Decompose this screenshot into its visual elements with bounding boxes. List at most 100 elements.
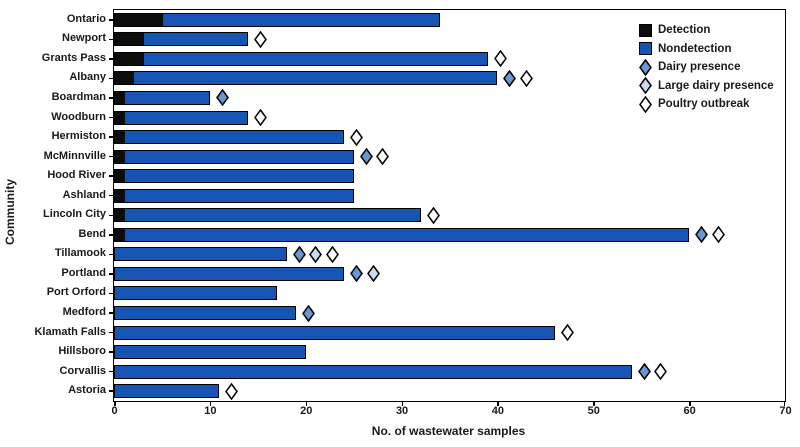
y-label-grants-pass: Grants Pass [41, 51, 106, 64]
bar-detection-segment [115, 209, 125, 222]
y-label-ontario: Ontario [66, 12, 106, 25]
bar-detection-segment [115, 228, 125, 241]
bar-port-orford [114, 286, 277, 301]
x-tick-label-40: 40 [491, 405, 505, 417]
legend-diamond-icon [638, 58, 652, 76]
bar-newport [114, 32, 249, 47]
x-tick-label-50: 50 [587, 405, 600, 417]
plot-area [109, 9, 786, 406]
y-tick [109, 214, 114, 217]
bar-albany [114, 71, 498, 86]
y-tick [109, 253, 114, 256]
legend-square-icon [638, 42, 652, 56]
poultry-diamond-icon [654, 362, 668, 381]
y-axis-labels: Ontario Newport Grants Pass Albany Boardman W… [0, 9, 106, 400]
bar-klamath-falls [114, 325, 555, 340]
x-tick [497, 401, 499, 406]
y-label-hood-river: Hood River [47, 169, 106, 182]
poultry-diamond-icon [376, 147, 390, 166]
x-tick [783, 401, 785, 406]
swatch [638, 23, 652, 37]
dairy-diamond-icon [695, 226, 709, 244]
y-tick [109, 273, 114, 275]
y-label-newport: Newport [62, 32, 106, 45]
y-label-boardman: Boardman [51, 90, 106, 103]
y-tick [109, 194, 114, 197]
y-tick [109, 97, 114, 99]
x-tick-label-0: 0 [111, 405, 118, 417]
x-tick [305, 401, 308, 406]
dairy-diamond-icon [359, 147, 373, 166]
legend-label: Large dairy presence [658, 79, 774, 92]
poultry-diamond-icon [254, 108, 268, 127]
dairy-diamond-icon [302, 304, 316, 322]
legend-item-dairy-presence: Dairy presence [638, 58, 774, 77]
x-tick [114, 401, 116, 406]
y-tick [109, 77, 114, 80]
dairy-diamond-icon [503, 69, 517, 88]
bar-mcminnville [114, 149, 354, 164]
large-dairy-diamond-icon [309, 245, 322, 264]
large-dairy-diamond-icon [366, 265, 380, 283]
legend-label: Poultry outbreak [658, 98, 750, 111]
bar-detection-segment [115, 150, 125, 163]
y-label-ashland: Ashland [62, 188, 106, 201]
bar-detection-segment [115, 33, 144, 46]
bar-bend [114, 227, 690, 242]
x-tick [593, 401, 595, 406]
bar-portland [114, 266, 345, 281]
bar-grants-pass [114, 51, 488, 66]
y-label-astoria: Astoria [68, 384, 106, 397]
y-label-hermiston: Hermiston [51, 130, 106, 143]
y-label-hillsboro: Hillsboro [58, 345, 106, 358]
y-label-port-orford: Port Orford [46, 286, 106, 299]
x-tick [689, 401, 691, 406]
x-tick-label-20: 20 [300, 405, 313, 417]
poultry-diamond-icon [561, 323, 574, 342]
x-tick-label-10: 10 [204, 405, 217, 417]
legend-item-poultry-outbreak: Poultry outbreak [638, 95, 774, 114]
x-tick-label-30: 30 [395, 405, 409, 417]
poultry-diamond-icon [325, 245, 339, 264]
x-tick-label-70: 70 [779, 405, 792, 417]
bar-hood-river [114, 169, 354, 184]
dairy-diamond-icon [215, 89, 229, 107]
poultry-diamond-icon [350, 128, 363, 146]
bar-detection-segment [115, 131, 125, 144]
y-label-klamath-falls: Klamath Falls [34, 325, 106, 338]
bar-detection-segment [115, 170, 125, 183]
x-tick [401, 401, 404, 406]
legend-label: Detection [658, 24, 711, 37]
y-tick [109, 38, 114, 41]
y-tick [109, 370, 114, 373]
poultry-diamond-icon [711, 226, 725, 244]
poultry-diamond-icon [254, 30, 268, 49]
legend-item-large-dairy-presence: Large dairy presence [638, 77, 774, 96]
dairy-diamond-icon [292, 245, 306, 264]
swatch [638, 42, 652, 56]
y-tick [109, 331, 114, 334]
y-tick [109, 58, 114, 60]
bar-ashland [114, 188, 354, 203]
legend-diamond-icon [638, 95, 652, 113]
dairy-diamond-icon [350, 265, 363, 283]
bar-detection-segment [115, 91, 125, 104]
bar-detection-segment [115, 111, 125, 124]
y-label-portland: Portland [61, 266, 106, 279]
bar-hillsboro [114, 345, 306, 360]
bar-ontario [114, 12, 440, 27]
y-tick [109, 175, 114, 177]
y-tick [109, 390, 114, 392]
y-tick [109, 312, 114, 314]
poultry-diamond-icon [493, 50, 507, 68]
x-axis-title: No. of wastewater samples [371, 424, 526, 438]
legend-item-detection: Detection [638, 21, 774, 40]
y-label-albany: Albany [69, 71, 106, 84]
bar-corvallis [114, 364, 632, 379]
y-label-mcminnville: McMinnville [43, 149, 106, 162]
y-label-lincoln-city: Lincoln City [43, 208, 106, 221]
legend: Detection Nondetection Dairy presence Large… [638, 21, 774, 114]
bar-boardman [114, 90, 210, 105]
legend-diamond-icon [638, 77, 652, 95]
